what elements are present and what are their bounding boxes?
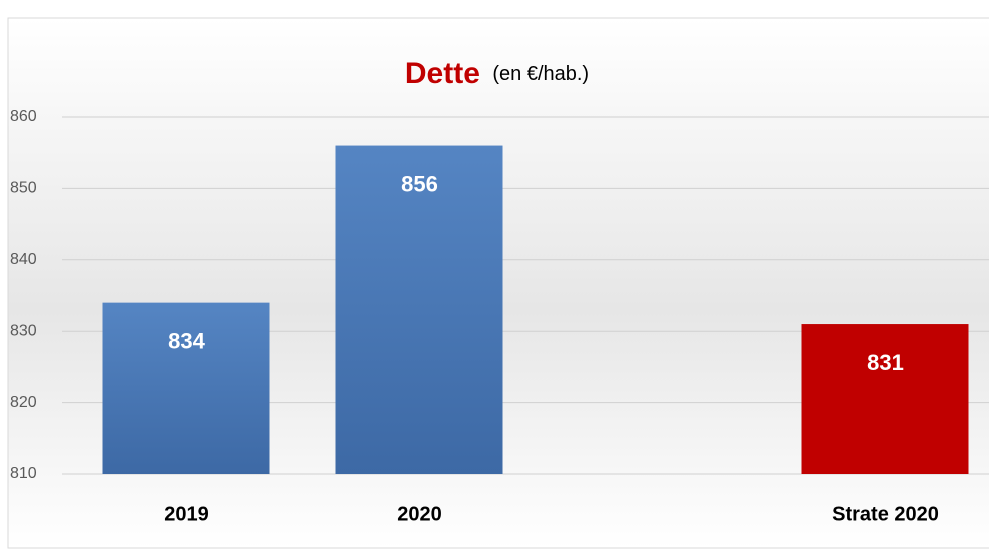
chart-heading: Dette (en €/hab.) — [405, 57, 589, 90]
y-tick-label: 830 — [10, 322, 37, 339]
y-tick-label: 840 — [10, 251, 37, 268]
x-tick-label: 2020 — [397, 503, 442, 525]
chart-subtitle: (en €/hab.) — [492, 63, 589, 85]
value-label: 834 — [168, 328, 205, 353]
y-tick-label: 810 — [10, 465, 37, 482]
bar — [801, 324, 969, 474]
bar — [102, 302, 270, 474]
y-tick-label: 820 — [10, 394, 37, 411]
x-tick-label: 2019 — [164, 503, 209, 525]
chart-title: Dette — [405, 57, 480, 90]
bar — [335, 145, 503, 474]
y-tick-label: 860 — [10, 108, 37, 125]
x-tick-label: Strate 2020 — [832, 503, 939, 525]
value-label: 856 — [401, 171, 438, 196]
value-label: 831 — [867, 350, 904, 375]
y-tick-label: 850 — [10, 180, 37, 197]
